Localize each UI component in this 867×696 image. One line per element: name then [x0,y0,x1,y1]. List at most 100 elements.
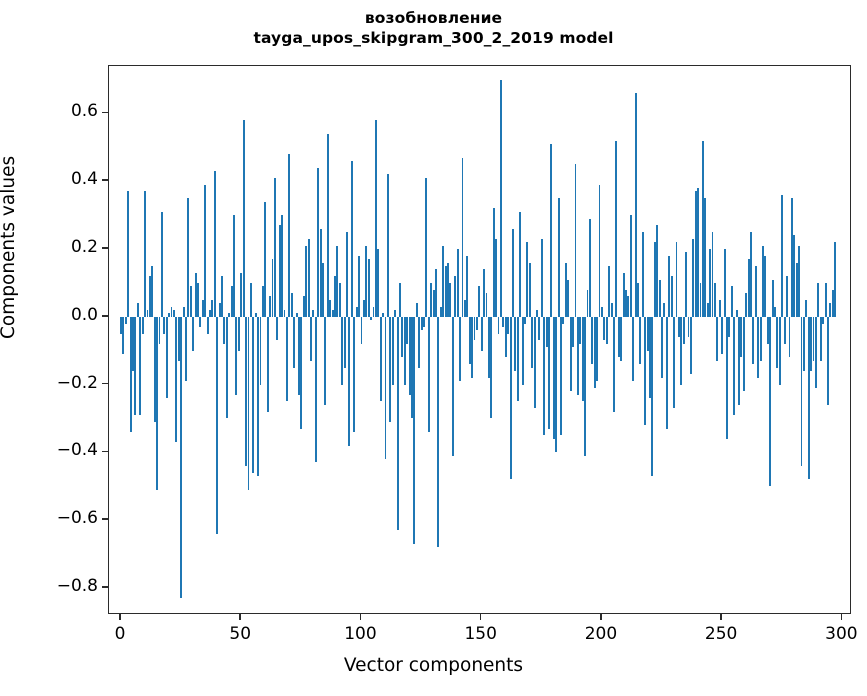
bar [629,215,632,317]
bar [192,316,195,351]
bar [646,316,649,351]
bar [747,259,750,317]
x-tick-label: 200 [584,624,618,644]
bar [235,316,238,395]
bar [411,316,413,419]
bar [401,316,404,358]
bar [336,245,339,317]
bar [245,316,248,466]
bar [514,316,517,371]
bar [581,316,584,402]
bar [141,316,144,334]
bar [617,316,620,358]
bar [790,198,793,317]
bar [826,316,829,405]
bar [175,316,178,443]
bar [127,191,130,317]
bar [699,282,702,317]
bar [261,286,264,317]
bar [738,316,740,405]
bar [516,316,519,402]
bar [350,160,353,317]
bar [312,310,315,317]
y-tick-mark [102,314,108,317]
bar [728,316,731,338]
bar [293,316,296,368]
x-tick-label: 50 [229,624,252,644]
bar [495,238,498,317]
y-tick-label: 0.2 [70,237,98,257]
bar [600,306,603,317]
bar [257,316,260,477]
bar [670,276,673,317]
bar [184,316,187,382]
bar [538,316,541,341]
bar [370,316,373,321]
bar [139,316,142,416]
x-tick-mark [479,614,482,620]
bar [355,306,358,317]
bar [834,242,837,317]
y-tick-mark [102,179,108,182]
x-axis-label: Vector components [343,655,524,676]
bar [437,316,440,548]
bar [163,316,166,334]
bar [341,316,344,385]
bar [247,316,250,490]
bar [367,259,370,317]
bar [310,316,312,361]
bar [180,316,183,599]
bar [543,316,546,436]
x-tick-label: 150 [464,624,497,644]
bar [134,316,137,416]
bar [625,289,627,317]
bar [757,316,760,378]
bar [425,177,428,317]
bar [386,174,389,317]
bar [403,316,406,385]
bar [146,310,149,317]
bar [586,289,589,317]
bar [579,316,582,344]
bar [216,316,219,534]
bar [824,282,827,317]
bar [372,306,375,317]
bar [466,255,469,317]
bar [324,316,327,405]
bar [374,120,377,317]
bar [564,262,567,317]
bar [199,316,202,327]
bar [319,228,322,317]
bar [752,316,755,365]
bar [394,310,397,317]
bar [531,316,534,368]
x-tick-label: 100 [344,624,377,644]
bar [567,279,570,317]
bar [668,255,671,317]
bar [574,164,577,317]
y-tick-label: −0.4 [56,440,98,461]
bar [504,316,507,358]
bar [242,120,245,317]
bar [526,242,529,317]
bar [735,310,738,317]
bar [656,225,659,317]
bar [297,316,300,395]
bar [285,316,288,402]
bar [807,316,810,480]
bar [382,313,385,317]
y-tick-mark [102,111,108,114]
bar [716,316,719,361]
bar [704,198,707,317]
bar [769,316,772,487]
bar [723,249,726,317]
bar [331,310,334,317]
bar [673,316,676,409]
bar [557,198,560,317]
bar [172,310,175,317]
bar [778,316,781,385]
bar [187,198,190,317]
x-tick-mark [840,614,843,620]
bar [168,313,171,317]
bar [584,316,587,456]
